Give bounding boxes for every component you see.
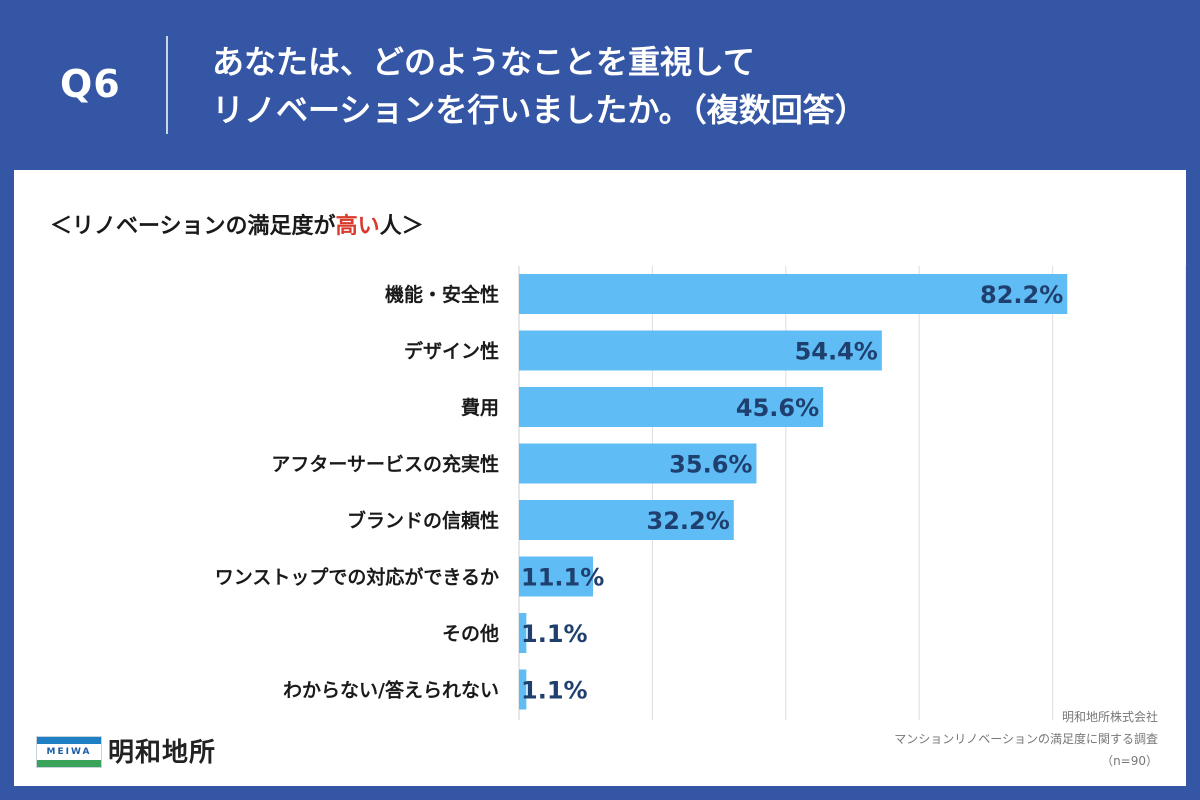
category-label: アフターサービスの充実性 (271, 453, 499, 476)
bar (519, 556, 594, 597)
question-text: あなたは、どのようなことを重視して リノベーションを行いましたか。（複数回答） (212, 38, 1172, 134)
source-sample: （n=90） (1101, 754, 1158, 768)
value-label: 11.1% (521, 564, 604, 592)
category-label: ワンストップでの対応ができるか (215, 566, 499, 589)
bar (519, 330, 882, 371)
header: Q6 あなたは、どのようなことを重視して リノベーションを行いましたか。（複数回… (0, 0, 1200, 168)
value-label: 82.2% (980, 281, 1063, 309)
logo-mark-icon: MEIWA (36, 736, 102, 768)
source-company: 明和地所株式会社 (1061, 710, 1158, 724)
logo-band-top (37, 737, 101, 744)
subtitle-prefix: ＜リノベーションの満足度が (50, 214, 336, 239)
category-label: 費用 (461, 396, 499, 419)
category-label: デザイン性 (404, 340, 499, 363)
value-label: 45.6% (736, 394, 819, 422)
logo-band-bottom (37, 760, 101, 767)
question-number: Q6 (60, 62, 121, 106)
logo-name: 明和地所 (108, 738, 217, 768)
category-label: その他 (442, 622, 499, 645)
question-line-1: あなたは、どのようなことを重視して (212, 43, 756, 81)
bar (519, 443, 757, 484)
source-note: 明和地所株式会社 マンションリノベーションの満足度に関する調査 （n=90） (894, 706, 1158, 772)
bar (519, 613, 527, 653)
subtitle-highlight: 高い (335, 214, 380, 239)
question-line-2: リノベーションを行いましたか。（複数回答） (212, 91, 867, 129)
value-label: 32.2% (647, 507, 730, 535)
category-label: ブランドの信頼性 (347, 509, 499, 532)
bar (519, 500, 734, 540)
bar (519, 669, 527, 710)
value-label: 1.1% (521, 677, 588, 705)
value-label: 1.1% (521, 620, 588, 648)
logo-wordmark: MEIWA (46, 747, 92, 757)
bar (519, 274, 1068, 314)
subtitle-suffix: 人＞ (379, 214, 424, 239)
category-label: 機能・安全性 (385, 283, 499, 306)
bar (519, 387, 824, 427)
category-label: わからない/答えられない (283, 679, 499, 702)
value-label: 35.6% (669, 451, 752, 479)
value-label: 54.4% (795, 338, 878, 366)
source-survey: マンションリノベーションの満足度に関する調査 (894, 732, 1158, 746)
chart-panel: ＜リノベーションの満足度が高い人＞ 機能・安全性 82.2% デザイン性 54.4% 費… (14, 170, 1186, 786)
chart-subtitle: ＜リノベーションの満足度が高い人＞ (50, 208, 424, 240)
bar-chart: 機能・安全性 82.2% デザイン性 54.4% 費用 45.6% アフターサービスの充実性… (215, 266, 1186, 720)
company-logo: MEIWA 明和地所 (36, 730, 236, 770)
header-divider (166, 36, 168, 134)
